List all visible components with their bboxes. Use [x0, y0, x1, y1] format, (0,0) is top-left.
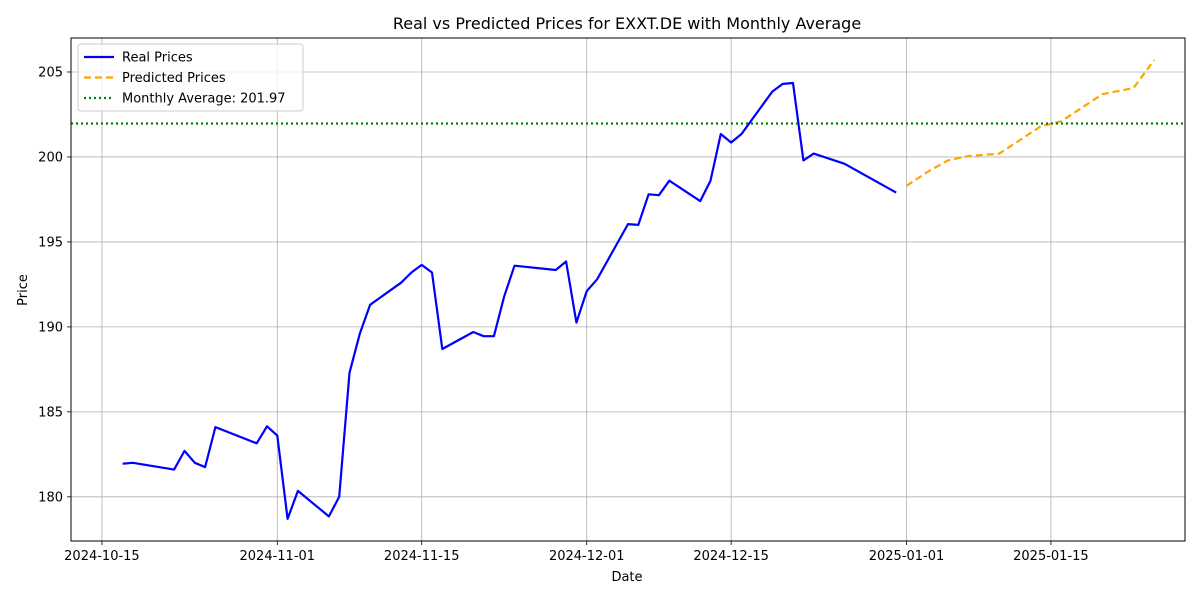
x-tick-label: 2024-11-15	[384, 549, 460, 564]
real-prices-line	[122, 81, 897, 521]
plot-area	[71, 38, 1185, 541]
x-tick-label: 2024-12-01	[549, 549, 625, 564]
ticks: 2024-10-15 2024-11-01 2024-11-15 2024-12-01…	[38, 65, 1089, 564]
chart-title: Real vs Predicted Prices for EXXT.DE wit…	[393, 14, 861, 33]
y-axis-label: Price	[16, 274, 31, 306]
predicted-prices-line	[905, 59, 1155, 187]
series-layer	[71, 59, 1185, 521]
x-tick-label: 2025-01-15	[1013, 549, 1089, 564]
x-tick-label: 2024-11-01	[240, 549, 316, 564]
y-tick-label: 195	[38, 235, 63, 250]
plot-frame	[70, 37, 1186, 542]
grid	[71, 38, 1185, 541]
legend-label-real-prices: Real Prices	[122, 51, 193, 66]
x-tick-label: 2025-01-01	[869, 549, 945, 564]
x-tick-label: 2024-10-15	[64, 549, 140, 564]
x-tick-label: 2024-12-15	[693, 549, 769, 564]
legend-box	[77, 43, 304, 112]
y-tick-label: 190	[38, 320, 63, 335]
y-tick-label: 200	[38, 150, 63, 165]
legend-label-predicted-prices: Predicted Prices	[122, 71, 226, 86]
y-tick-label: 205	[38, 65, 63, 80]
legend: Real Prices Predicted Prices Monthly Ave…	[77, 43, 304, 112]
legend-label-monthly-average: Monthly Average: 201.97	[122, 92, 286, 107]
y-tick-label: 185	[38, 405, 63, 420]
y-tick-label: 180	[38, 490, 63, 505]
x-axis-label: Date	[611, 570, 642, 585]
